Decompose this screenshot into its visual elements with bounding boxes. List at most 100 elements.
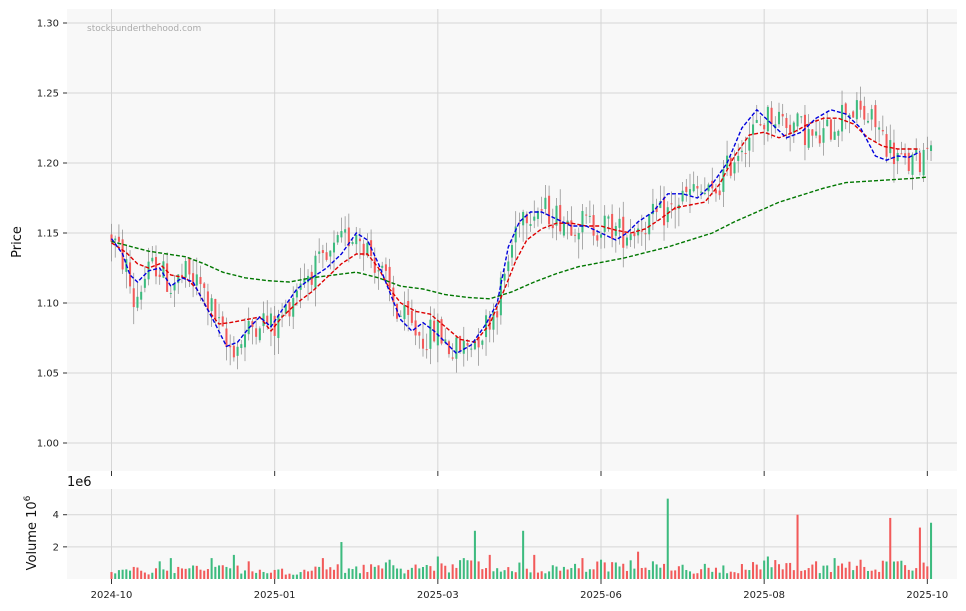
volume-bar — [284, 574, 287, 579]
x-tick-label: 2025-08 — [743, 590, 785, 601]
volume-bar — [829, 572, 832, 579]
candle-body — [221, 316, 224, 327]
candle-body — [785, 117, 788, 128]
candle-body — [622, 216, 625, 248]
volume-bar — [362, 564, 365, 579]
volume-bar — [236, 565, 239, 579]
candle-body — [529, 224, 532, 226]
candle-body — [918, 152, 921, 173]
volume-bar — [433, 570, 436, 579]
candle-body — [818, 135, 821, 144]
volume-bar — [277, 569, 280, 579]
volume-bar — [837, 565, 840, 579]
candle-body — [811, 129, 814, 136]
candle-body — [822, 128, 825, 143]
volume-bar — [915, 568, 918, 579]
volume-bar — [218, 565, 221, 579]
candle-body — [384, 264, 387, 271]
volume-bar — [618, 566, 621, 579]
volume-bar — [199, 569, 202, 579]
candle-body — [143, 278, 146, 288]
candle-body — [206, 291, 209, 310]
candle-body — [670, 203, 673, 205]
volume-bar — [892, 561, 895, 579]
volume-bar — [525, 568, 528, 579]
candle-body — [844, 103, 847, 115]
volume-bar — [355, 566, 358, 579]
candle-body — [281, 315, 284, 317]
volume-bar — [403, 573, 406, 579]
volume-bar — [755, 564, 758, 579]
volume-bar — [536, 572, 539, 579]
volume-bar — [310, 570, 313, 579]
candle-body — [881, 129, 884, 132]
volume-bar — [477, 561, 480, 579]
volume-bar — [918, 527, 921, 579]
volume-bar — [295, 574, 298, 579]
candle-body — [392, 287, 395, 303]
candle-body — [240, 344, 243, 348]
candle-body — [295, 290, 298, 298]
volume-bar — [162, 569, 165, 579]
candle-body — [663, 197, 666, 226]
candle-body — [140, 291, 143, 300]
volume-bar — [499, 571, 502, 579]
candle-body — [718, 190, 721, 196]
candle-body — [781, 113, 784, 117]
volume-bar — [418, 568, 421, 579]
volume-bar — [351, 569, 354, 579]
volume-bar — [399, 568, 402, 579]
candle-body — [559, 205, 562, 232]
volume-bar — [121, 569, 124, 579]
volume-bar — [848, 561, 851, 579]
candle-body — [314, 255, 317, 288]
candle-body — [492, 311, 495, 330]
volume-bar — [136, 567, 139, 579]
volume-bar — [800, 570, 803, 579]
candle-body — [332, 242, 336, 253]
candle-body — [915, 148, 918, 154]
candle-body — [214, 298, 217, 320]
candle-body — [266, 315, 269, 324]
candle-body — [833, 131, 836, 140]
candle-body — [203, 283, 206, 288]
candle-body — [651, 203, 654, 215]
volume-bar — [273, 569, 276, 579]
candle-body — [236, 346, 239, 356]
candle-body — [607, 216, 610, 219]
candle-body — [841, 104, 844, 132]
volume-bar — [844, 567, 847, 579]
candle-body — [648, 214, 651, 235]
candle-body — [340, 231, 343, 238]
candle-body — [466, 343, 469, 346]
volume-bar — [140, 570, 143, 579]
volume-bar — [507, 567, 510, 579]
volume-bar — [785, 563, 788, 579]
candle-body — [614, 226, 617, 236]
candle-body — [117, 236, 120, 242]
volume-bar — [863, 566, 866, 579]
volume-bar — [129, 570, 132, 579]
candle-body — [533, 216, 536, 221]
candle-body — [377, 270, 380, 272]
candle-body — [180, 274, 183, 278]
volume-bar — [195, 565, 198, 579]
volume-bar — [792, 570, 795, 579]
volume-bar — [370, 564, 373, 579]
volume-bar — [318, 566, 321, 579]
candle-body — [700, 191, 703, 193]
candle-body — [603, 215, 606, 232]
volume-axis-label: Volume 10 — [25, 501, 40, 570]
candle-body — [688, 189, 692, 196]
volume-bar — [307, 571, 310, 579]
volume-bar — [166, 570, 169, 579]
candle-body — [774, 124, 777, 129]
volume-bar — [421, 566, 425, 579]
volume-bar — [904, 565, 907, 579]
volume-bar — [151, 572, 154, 579]
volume-bar — [481, 569, 484, 579]
candle-body — [510, 245, 514, 258]
volume-bar — [744, 569, 747, 579]
candle-body — [503, 273, 506, 281]
volume-bar — [488, 554, 491, 579]
